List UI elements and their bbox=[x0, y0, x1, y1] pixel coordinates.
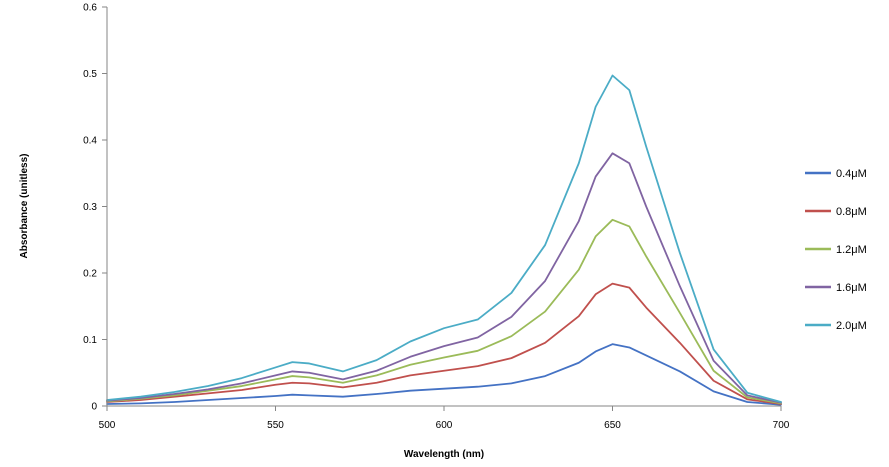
series-line bbox=[106, 152, 782, 404]
legend-label: 0.8μM bbox=[836, 206, 867, 218]
x-axis: 500 550 600 650 700 bbox=[99, 405, 790, 431]
legend: 0.4μM 0.8μM 1.2μM 1.6μM 2.0μM bbox=[805, 168, 867, 332]
y-tick-label: 0.3 bbox=[83, 202, 97, 213]
series-lines bbox=[106, 74, 782, 406]
x-tick-label: 700 bbox=[773, 420, 790, 431]
series-line bbox=[106, 343, 782, 406]
y-tick-label: 0.2 bbox=[83, 269, 97, 280]
legend-label: 2.0μM bbox=[836, 320, 867, 332]
x-tick-label: 550 bbox=[267, 420, 284, 431]
y-tick-label: 0.1 bbox=[83, 335, 97, 346]
x-tick-label: 650 bbox=[604, 420, 621, 431]
legend-label: 1.6μM bbox=[836, 282, 867, 294]
series-line bbox=[106, 282, 782, 405]
series-line bbox=[106, 74, 782, 403]
y-axis-title: Absorbance (unitless) bbox=[19, 153, 30, 258]
y-tick-label: 0.4 bbox=[83, 136, 97, 147]
x-tick-label: 600 bbox=[436, 420, 453, 431]
legend-label: 1.2μM bbox=[836, 244, 867, 256]
legend-label: 0.4μM bbox=[836, 168, 867, 180]
y-tick-label: 0.5 bbox=[83, 69, 97, 80]
y-axis: 0 0.1 0.2 0.3 0.4 0.5 0.6 bbox=[83, 3, 108, 413]
x-tick-label: 500 bbox=[99, 420, 116, 431]
x-axis-title: Wavelength (nm) bbox=[404, 449, 484, 460]
y-tick-label: 0.6 bbox=[83, 3, 97, 14]
series-line bbox=[106, 218, 782, 405]
y-tick-label: 0 bbox=[91, 402, 97, 413]
